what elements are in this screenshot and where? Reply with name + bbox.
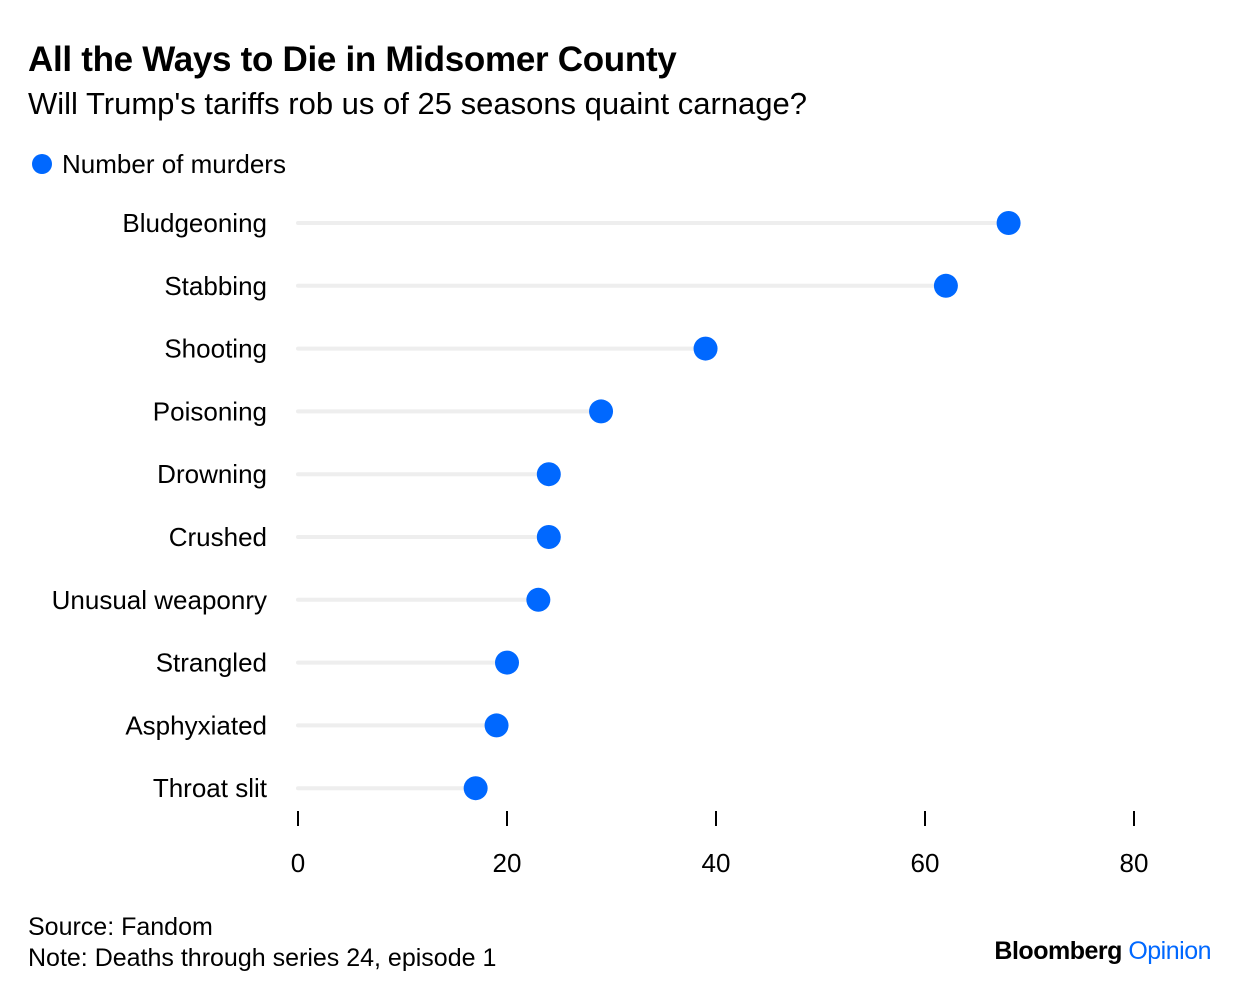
dot-asphyxiated	[484, 713, 509, 738]
dot-poisoning	[589, 399, 614, 424]
category-label-crushed: Crushed	[169, 522, 267, 552]
x-tick-label-80: 80	[1120, 848, 1149, 878]
x-tick-label-40: 40	[702, 848, 731, 878]
legend: Number of murders	[32, 148, 286, 180]
dot-crushed	[536, 525, 561, 549]
category-label-unusual-weaponry: Unusual weaponry	[52, 585, 267, 615]
x-tick-label-60: 60	[911, 848, 940, 878]
x-axis: 0 20 40 60 80	[291, 811, 1149, 878]
footer: Source: Fandom Note: Deaths through seri…	[28, 912, 496, 974]
category-label-drowning: Drowning	[157, 459, 267, 489]
chart-subtitle: Will Trump's tariffs rob us of 25 season…	[28, 86, 808, 121]
track-layer	[296, 221, 1011, 791]
chart-title: All the Ways to Die in Midsomer County	[28, 40, 677, 79]
category-label-poisoning: Poisoning	[153, 396, 267, 426]
x-tick-label-0: 0	[291, 848, 305, 878]
dot-layer	[463, 211, 1021, 801]
brand-name: Bloomberg	[994, 937, 1122, 965]
category-label-stabbing: Stabbing	[164, 271, 267, 301]
dot-bludgeoning	[996, 211, 1021, 235]
category-labels: Bludgeoning Stabbing Shooting Poisoning Drow…	[52, 208, 268, 803]
dot-shooting	[693, 336, 718, 361]
dot-drowning	[536, 462, 561, 487]
x-tick-label-20: 20	[493, 848, 522, 878]
dot-unusual-weaponry	[526, 587, 551, 612]
footnote: Note: Deaths through series 24, episode …	[28, 944, 497, 972]
category-label-shooting: Shooting	[164, 334, 267, 364]
bloomberg-opinion-logo: Bloomberg Opinion	[994, 937, 1211, 966]
legend-label: Number of murders	[62, 148, 286, 179]
dot-stabbing	[933, 273, 958, 298]
legend-marker	[32, 154, 52, 174]
dot-throat-slit	[463, 776, 488, 801]
dot-strangled	[495, 650, 519, 675]
category-label-asphyxiated: Asphyxiated	[125, 710, 267, 740]
category-label-bludgeoning: Bludgeoning	[122, 208, 267, 238]
category-label-throat-slit: Throat slit	[153, 773, 268, 803]
source-note: Source: Fandom	[28, 913, 213, 941]
category-label-strangled: Strangled	[156, 648, 267, 678]
brand-section: Opinion	[1128, 937, 1211, 965]
